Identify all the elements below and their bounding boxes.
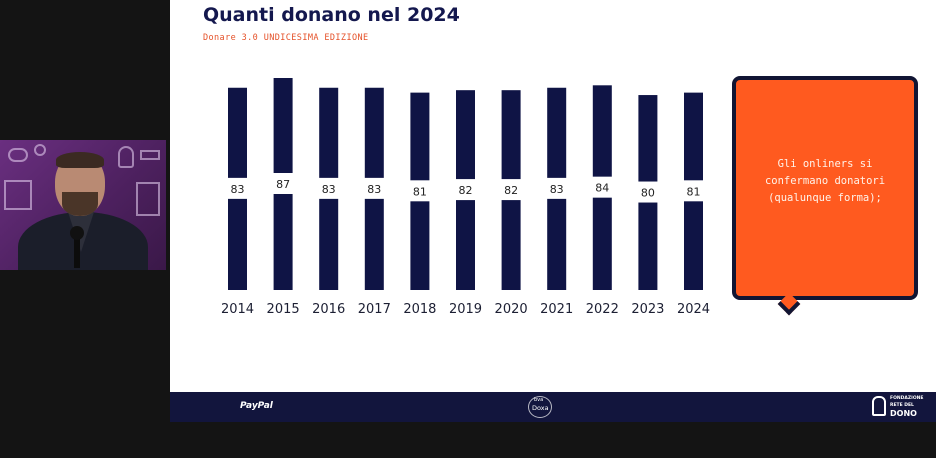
rete-del-dono-logo: FONDAZIONE RETE DEL DONO [890, 395, 924, 418]
data-label-2022: 84 [595, 182, 609, 195]
data-label-gap-2019 [454, 179, 477, 201]
x-tick-label-2018: 2018 [403, 302, 436, 317]
data-label-gap-2022 [590, 176, 614, 198]
data-label-gap-2024 [682, 180, 705, 202]
heart-doodle-icon [34, 144, 46, 156]
lightbulb-doodle-icon [118, 146, 134, 168]
presenter-webcam [0, 140, 166, 270]
data-label-gap-2015 [271, 173, 295, 194]
cloud-doodle-icon [8, 148, 28, 162]
x-tick-label-2020: 2020 [495, 302, 528, 317]
data-label-gap-2014 [226, 177, 249, 199]
data-label-2016: 83 [322, 183, 336, 196]
data-label-gap-2018 [408, 180, 432, 202]
tree-doodle-icon [136, 182, 160, 216]
data-label-2014: 83 [231, 183, 245, 196]
presenter-beard [62, 192, 98, 216]
data-label-2023: 80 [641, 187, 655, 200]
x-tick-label-2015: 2015 [267, 302, 300, 317]
microphone-handle [74, 238, 80, 268]
data-label-gap-2023 [636, 181, 660, 203]
doxa-logo-text: Doxa [532, 404, 549, 412]
data-label-gap-2020 [499, 179, 523, 201]
data-label-2018: 81 [413, 185, 427, 198]
donors-bar-chart: 83 2014 87 2015 83 2016 83 2017 81 2018 82 2019 82 20… [221, 78, 710, 317]
data-label-2024: 81 [687, 185, 701, 198]
microphone-icon [70, 226, 84, 240]
presentation-slide: Quanti donano nel 2024 Donare 3.0 UNDICE… [170, 0, 936, 422]
bva-logo-text: bva [534, 397, 544, 403]
data-label-2017: 83 [367, 183, 381, 196]
slide-title: Quanti donano nel 2024 [203, 4, 460, 26]
data-label-2019: 82 [459, 184, 473, 197]
x-tick-label-2019: 2019 [449, 302, 482, 317]
paypal-logo: PayPal [240, 401, 273, 411]
x-tick-label-2017: 2017 [358, 302, 391, 317]
bva-doxa-logo-icon [528, 396, 552, 418]
building-doodle-icon [4, 180, 32, 210]
graduation-cap-doodle-icon [140, 150, 160, 160]
data-label-gap-2016 [317, 177, 341, 199]
data-label-2015: 87 [276, 178, 290, 191]
callout-line-3: (qualunque forma); [768, 192, 882, 204]
callout-line-1: Gli onliners si [777, 158, 873, 170]
data-label-2020: 82 [504, 184, 518, 197]
callout-line-2: confermano donatori [764, 175, 886, 187]
rete-logo-line-3: DONO [890, 409, 917, 418]
x-tick-label-2016: 2016 [312, 302, 345, 317]
rete-logo-line-2: RETE DEL [890, 403, 914, 408]
x-tick-label-2014: 2014 [221, 302, 254, 317]
presenter-hair [56, 152, 104, 168]
rete-logo-line-1: FONDAZIONE [890, 396, 924, 401]
x-tick-label-2022: 2022 [586, 302, 619, 317]
callout-box [732, 76, 918, 300]
slide-subtitle: Donare 3.0 UNDICESIMA EDIZIONE [203, 33, 369, 43]
callout-text: Gli onliners si confermano donatori (qua… [736, 156, 914, 207]
slide-footer: PayPal bva Doxa FONDAZIONE RETE DEL DONO [170, 392, 936, 422]
x-tick-label-2021: 2021 [540, 302, 573, 317]
data-label-gap-2021 [545, 177, 569, 199]
hand-logo-icon [872, 396, 886, 416]
x-tick-label-2023: 2023 [631, 302, 664, 317]
data-label-2021: 83 [550, 183, 564, 196]
x-tick-label-2024: 2024 [677, 302, 710, 317]
data-label-gap-2017 [362, 177, 386, 199]
